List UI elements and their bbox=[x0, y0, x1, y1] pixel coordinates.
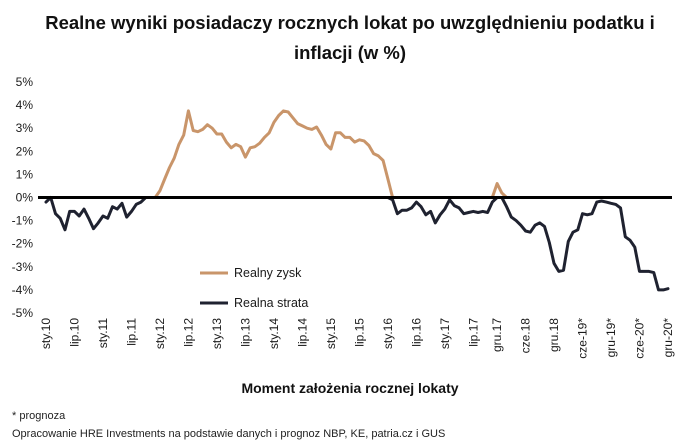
x-tick-label: cze.18 bbox=[519, 318, 533, 354]
x-tick-label: lip.11 bbox=[124, 318, 138, 346]
x-tick-label: lip.16 bbox=[409, 318, 423, 347]
legend-label: Realna strata bbox=[234, 296, 308, 310]
y-tick-label: 5% bbox=[16, 75, 34, 89]
x-tick-label: sty.12 bbox=[153, 318, 167, 349]
x-tick-label: gru-19* bbox=[604, 318, 618, 358]
y-tick-label: -5% bbox=[12, 306, 34, 320]
y-tick-label: 1% bbox=[16, 167, 34, 181]
x-tick-label: sty.14 bbox=[267, 318, 281, 349]
x-tick-label: sty.16 bbox=[381, 318, 395, 349]
y-tick-label: 3% bbox=[16, 121, 34, 135]
x-tick-label: sty.15 bbox=[324, 318, 338, 349]
y-tick-label: 2% bbox=[16, 144, 34, 158]
legend-label: Realny zysk bbox=[234, 266, 302, 280]
x-tick-label: cze-20* bbox=[633, 318, 647, 359]
line-chart: -5% -4% -3% -2% -1% 0% 1% 2% 3% 4% 5% sty.10 lip.10 s… bbox=[12, 75, 675, 359]
forecast-note: * prognoza bbox=[12, 410, 66, 422]
x-tick-label: sty.13 bbox=[210, 318, 224, 349]
x-tick-label: gru.17 bbox=[490, 318, 504, 352]
x-tick-label: lip.14 bbox=[295, 318, 309, 347]
x-axis-label: Moment założenia rocznej lokaty bbox=[241, 380, 459, 396]
x-tick-label: cze-19* bbox=[576, 318, 590, 359]
x-tick-label: lip.17 bbox=[466, 318, 480, 347]
y-tick-label: 0% bbox=[16, 191, 34, 205]
x-tick-label: sty.17 bbox=[438, 318, 452, 349]
series-line-realna-strata bbox=[44, 196, 670, 292]
series-line-realny-zysk bbox=[44, 109, 670, 199]
y-tick-label: -1% bbox=[12, 214, 34, 228]
x-tick-label: lip.12 bbox=[181, 318, 195, 347]
y-tick-label: -3% bbox=[12, 260, 34, 274]
x-tick-label: lip.10 bbox=[67, 318, 81, 347]
x-tick-label: gru.18 bbox=[547, 318, 561, 352]
x-tick-label: lip.15 bbox=[352, 318, 366, 347]
x-tick-label: sty.11 bbox=[96, 318, 110, 349]
y-tick-label: -2% bbox=[12, 237, 34, 251]
x-tick-label: sty.10 bbox=[39, 318, 53, 349]
x-tick-label: gru-20* bbox=[661, 318, 675, 358]
y-tick-label: 4% bbox=[16, 98, 34, 112]
source-note: Opracowanie HRE Investments na podstawie… bbox=[12, 428, 446, 440]
x-tick-label: lip.13 bbox=[238, 318, 252, 347]
chart-title: Realne wyniki posiadaczy rocznych lokat … bbox=[45, 12, 655, 63]
y-tick-label: -4% bbox=[12, 283, 34, 297]
